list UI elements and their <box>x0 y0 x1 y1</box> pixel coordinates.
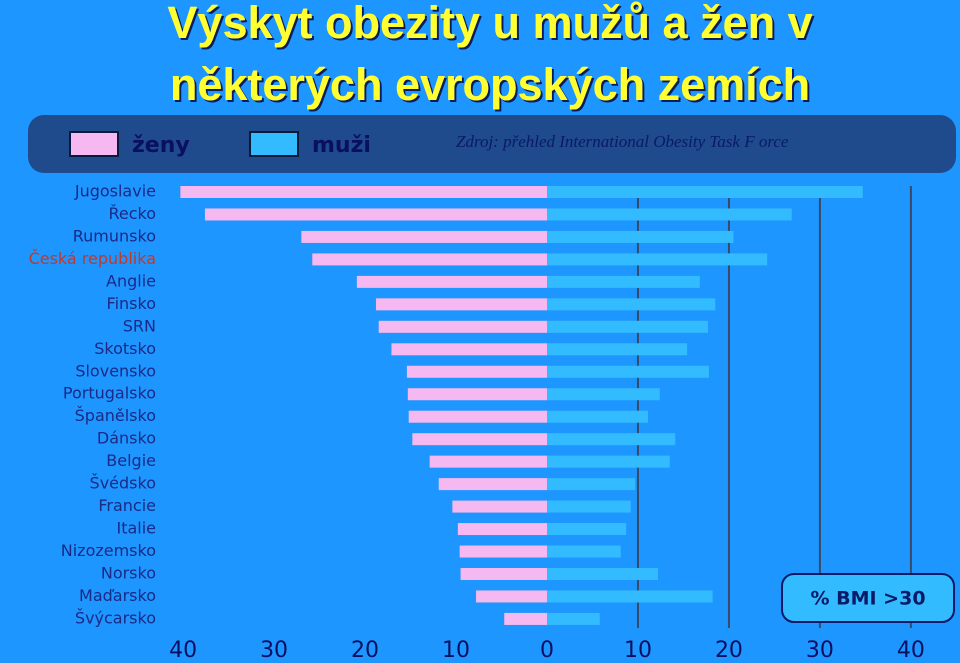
bar <box>547 500 631 513</box>
bar <box>547 275 700 288</box>
bar <box>547 523 627 536</box>
bar <box>375 298 547 311</box>
x-tick-label: 0 <box>540 638 554 663</box>
legend-label: ženy <box>132 133 190 158</box>
bar <box>407 388 547 401</box>
bar <box>547 208 792 221</box>
legend-label: muži <box>312 133 371 158</box>
bar <box>460 567 547 580</box>
category-label: Skotsko <box>94 339 156 358</box>
source: Zdroj: přehled International Obesity Tas… <box>456 132 789 151</box>
annotation-box <box>781 573 955 623</box>
category-label: Finsko <box>107 294 156 313</box>
x-tick-label: 20 <box>715 638 743 663</box>
x-tick-label: 40 <box>897 638 925 663</box>
legend-swatch <box>69 131 119 157</box>
bar <box>547 590 713 603</box>
bar <box>438 478 547 491</box>
bar <box>547 433 676 446</box>
bar <box>180 186 547 198</box>
category-label: Anglie <box>106 271 156 290</box>
bar <box>356 275 547 288</box>
category-label: Slovensko <box>75 361 156 380</box>
legend-swatch <box>249 131 299 157</box>
bar <box>547 612 600 625</box>
category-label: Španělsko <box>75 406 156 425</box>
bar <box>547 298 716 311</box>
category-label: Rumunsko <box>73 226 156 245</box>
bar <box>452 500 547 513</box>
bar <box>504 612 547 625</box>
category-label: Italie <box>116 519 156 538</box>
legend-panel <box>28 115 956 173</box>
category-label: Belgie <box>106 451 156 470</box>
bar <box>476 590 547 603</box>
category-label: Jugoslavie <box>74 182 156 201</box>
bar <box>547 545 621 558</box>
annotation: % BMI >30 <box>810 588 925 610</box>
bar <box>391 343 547 356</box>
x-tick-label: 30 <box>260 638 288 663</box>
bar <box>408 410 547 423</box>
bar <box>547 567 658 580</box>
category-label: Nizozemsko <box>61 541 156 560</box>
x-tick-label: 20 <box>351 638 379 663</box>
x-tick-label: 30 <box>806 638 834 663</box>
category-label: Maďarsko <box>79 586 156 605</box>
bar <box>547 455 670 468</box>
category-label: Česká republika <box>29 249 156 268</box>
bar <box>547 365 709 378</box>
category-label: Francie <box>98 496 156 515</box>
bar <box>312 253 547 266</box>
bar <box>547 230 734 243</box>
x-tick-label: 40 <box>169 638 197 663</box>
bar <box>459 545 547 558</box>
chart-title: Výskyt obezity u mužů a žen v <box>167 0 812 48</box>
category-label: Portugalsko <box>63 384 156 403</box>
category-label: Švýcarsko <box>75 608 156 627</box>
category-label: SRN <box>123 316 156 335</box>
category-label: Švédsko <box>90 474 156 493</box>
category-label: Řecko <box>108 204 156 223</box>
bar <box>429 455 547 468</box>
plot: 40 30 20 10 0 10 20 30 40 ženy muži Jugoslavie Řecko… <box>29 131 925 663</box>
bar <box>547 410 648 423</box>
bar <box>457 523 547 536</box>
x-tick-label: 10 <box>624 638 652 663</box>
bar <box>547 186 863 198</box>
bar <box>547 253 768 266</box>
bar <box>547 320 709 333</box>
bar <box>547 343 688 356</box>
bar <box>204 208 547 221</box>
chart-title: některých evropských zemích <box>170 59 810 110</box>
category-label: Dánsko <box>97 429 156 448</box>
bar <box>301 230 547 243</box>
bar <box>412 433 547 446</box>
bar <box>547 388 660 401</box>
category-label: Norsko <box>101 563 156 582</box>
bar <box>378 320 547 333</box>
bar <box>547 478 636 491</box>
x-tick-label: 10 <box>442 638 470 663</box>
bar <box>406 365 547 378</box>
